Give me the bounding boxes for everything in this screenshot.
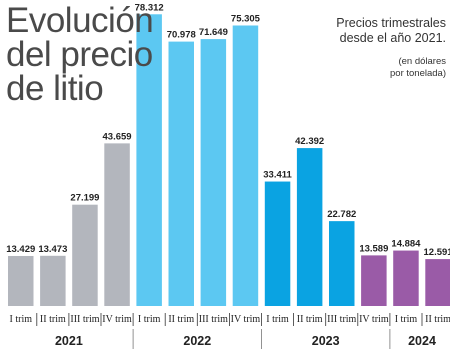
tick-label-2023-1: I trim [266, 314, 289, 325]
data-label-2021-3: 27.199 [70, 193, 99, 204]
tick-label-2023-4: IV trim [359, 314, 389, 325]
data-label-2023-4: 13.589 [359, 243, 388, 254]
chart-subtitle: Precios trimestrales desde el año 2021. [256, 16, 446, 46]
tick-label-2022-1: I trim [138, 314, 161, 325]
bar-2023-4 [361, 255, 387, 306]
data-label-2022-2: 70.978 [167, 30, 196, 41]
bar-2022-1 [136, 14, 162, 306]
tick-label-2022-2: II trim [168, 314, 194, 325]
bar-2022-4 [232, 25, 259, 307]
bar-2023-1 [264, 181, 291, 306]
chart-subtitle-line-1: Precios trimestrales [336, 16, 446, 30]
bar-2024-1 [393, 250, 419, 306]
bar-2021-2 [40, 255, 66, 306]
bar-2021-4 [104, 143, 130, 306]
tick-label-2021-2: II trim [40, 314, 66, 325]
data-label-2024-2: 12.591 [424, 247, 450, 258]
data-label-2022-1: 78.312 [135, 2, 164, 13]
unit-note: (en dólares por tonelada) [296, 56, 446, 80]
bar-2023-3 [329, 221, 355, 306]
data-label-2023-1: 33.411 [263, 170, 292, 181]
tick-label-2024-1: I trim [395, 314, 418, 325]
data-label-2021-4: 43.659 [103, 131, 132, 142]
tick-label-2022-4: IV trim [231, 314, 261, 325]
chart-title-line-1: Evolución [6, 1, 154, 40]
chart-title-line-2: del precio [6, 35, 153, 74]
bar-2023-2 [296, 148, 323, 306]
year-label-2021: 2021 [55, 334, 83, 348]
bar-2024-2 [425, 259, 450, 306]
data-label-2021-2: 13.473 [38, 244, 67, 255]
year-label-2022: 2022 [183, 334, 211, 348]
data-label-2023-2: 42.392 [295, 136, 324, 147]
tick-label-2024-2: II trim [425, 314, 450, 325]
year-label-2024: 2024 [408, 334, 436, 348]
tick-label-2023-3: III trim [327, 314, 356, 325]
data-label-2024-1: 14.884 [391, 239, 421, 250]
data-label-2023-3: 22.782 [327, 209, 356, 220]
tick-label-2023-2: II trim [297, 314, 323, 325]
unit-note-line-1: (en dólares [398, 56, 446, 67]
data-label-2022-4: 75.305 [231, 13, 261, 24]
data-label-2022-3: 71.649 [199, 27, 228, 38]
chart-title: Evolución del precio de litio [6, 1, 154, 108]
bar-2021-1 [8, 255, 34, 306]
tick-label-2021-3: III trim [70, 314, 99, 325]
bar-2022-2 [168, 41, 194, 307]
bar-2022-3 [200, 39, 227, 306]
chart-title-line-3: de litio [6, 69, 104, 108]
bar-2021-3 [72, 204, 98, 306]
year-label-2023: 2023 [312, 334, 340, 348]
tick-label-2022-3: III trim [199, 314, 228, 325]
tick-label-2021-1: I trim [10, 314, 33, 325]
unit-note-line-2: por tonelada) [390, 68, 446, 79]
data-label-2021-1: 13.429 [6, 244, 35, 255]
chart-subtitle-line-2: desde el año 2021. [339, 31, 446, 45]
tick-label-2021-4: IV trim [102, 314, 132, 325]
